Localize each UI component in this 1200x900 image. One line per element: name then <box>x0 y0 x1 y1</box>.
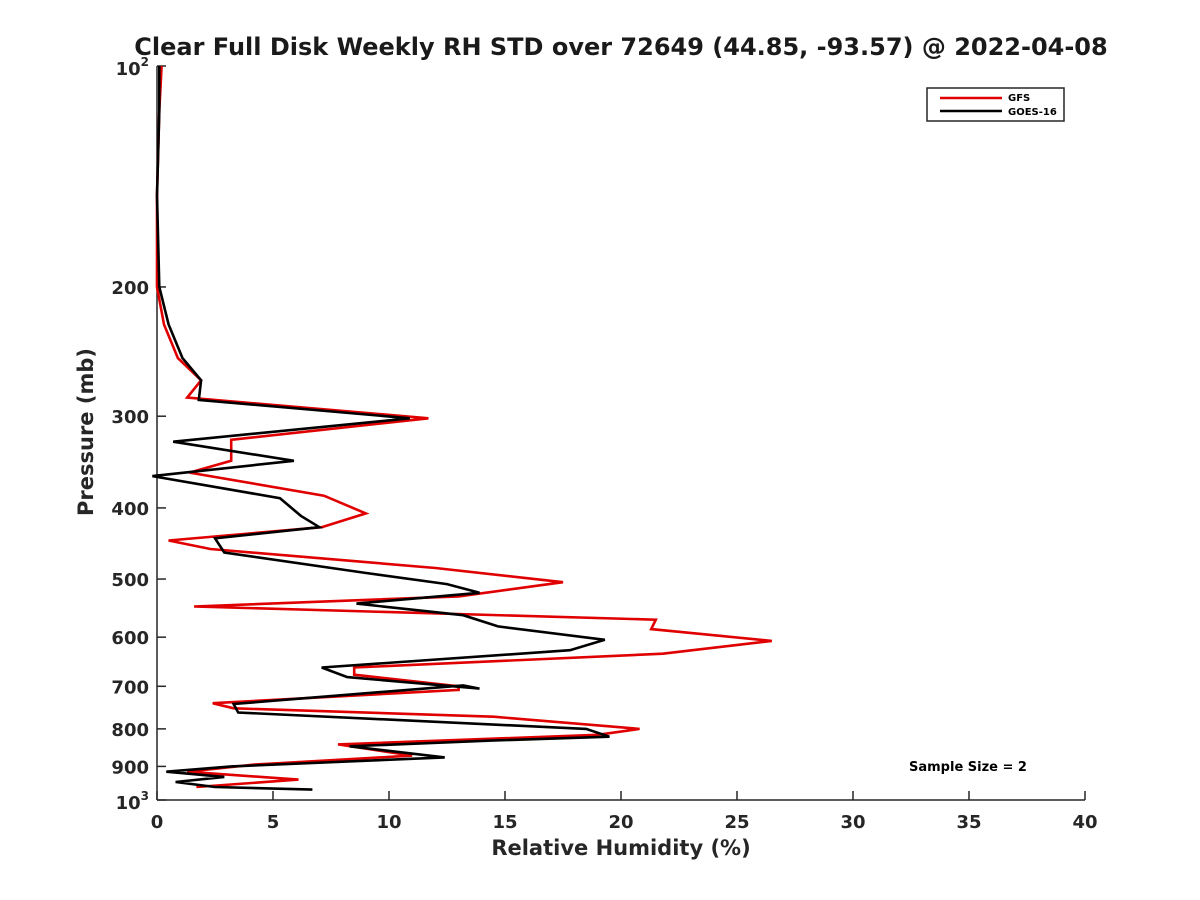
legend-label-gfs: GFS <box>1008 93 1030 104</box>
y-tick-label: 900 <box>111 757 149 778</box>
legend-box <box>926 87 1065 122</box>
y-tick-label: 103 <box>116 789 149 814</box>
y-axis-ticks: 102 200 300 400 500 600 700 800 900 103 <box>111 55 166 814</box>
y-tick-label: 500 <box>111 570 149 591</box>
x-tick-label: 0 <box>151 812 164 833</box>
series-line-goes16 <box>152 66 610 791</box>
y-tick-label: 400 <box>111 499 149 520</box>
y-tick-label: 700 <box>111 677 149 698</box>
series-line-gfs <box>155 65 772 789</box>
y-tick-label: 800 <box>111 720 149 741</box>
legend: GFS GOES-16 <box>926 87 1065 122</box>
y-tick-label: 600 <box>111 628 149 649</box>
y-tick-label: 102 <box>116 55 149 80</box>
x-tick-label: 35 <box>956 812 981 833</box>
x-tick-label: 20 <box>608 812 633 833</box>
series-layer <box>152 65 772 791</box>
chart-title: Clear Full Disk Weekly RH STD over 72649… <box>134 33 1107 61</box>
legend-label-goes16: GOES-16 <box>1008 107 1057 118</box>
x-tick-label: 10 <box>376 812 401 833</box>
y-axis-label: Pressure (mb) <box>74 348 98 516</box>
plot-area: 0 5 10 15 20 25 30 35 40 102 200 300 400 500 600 700 80… <box>111 55 1097 833</box>
x-tick-label: 30 <box>840 812 865 833</box>
x-tick-label: 40 <box>1072 812 1097 833</box>
y-tick-label: 300 <box>111 407 149 428</box>
x-tick-label: 15 <box>492 812 517 833</box>
x-axis-ticks: 0 5 10 15 20 25 30 35 40 <box>151 791 1098 833</box>
x-axis-label: Relative Humidity (%) <box>491 836 750 860</box>
y-tick-label: 200 <box>111 278 149 299</box>
x-tick-label: 5 <box>267 812 280 833</box>
sample-size-annotation: Sample Size = 2 <box>909 760 1027 775</box>
x-tick-label: 25 <box>724 812 749 833</box>
